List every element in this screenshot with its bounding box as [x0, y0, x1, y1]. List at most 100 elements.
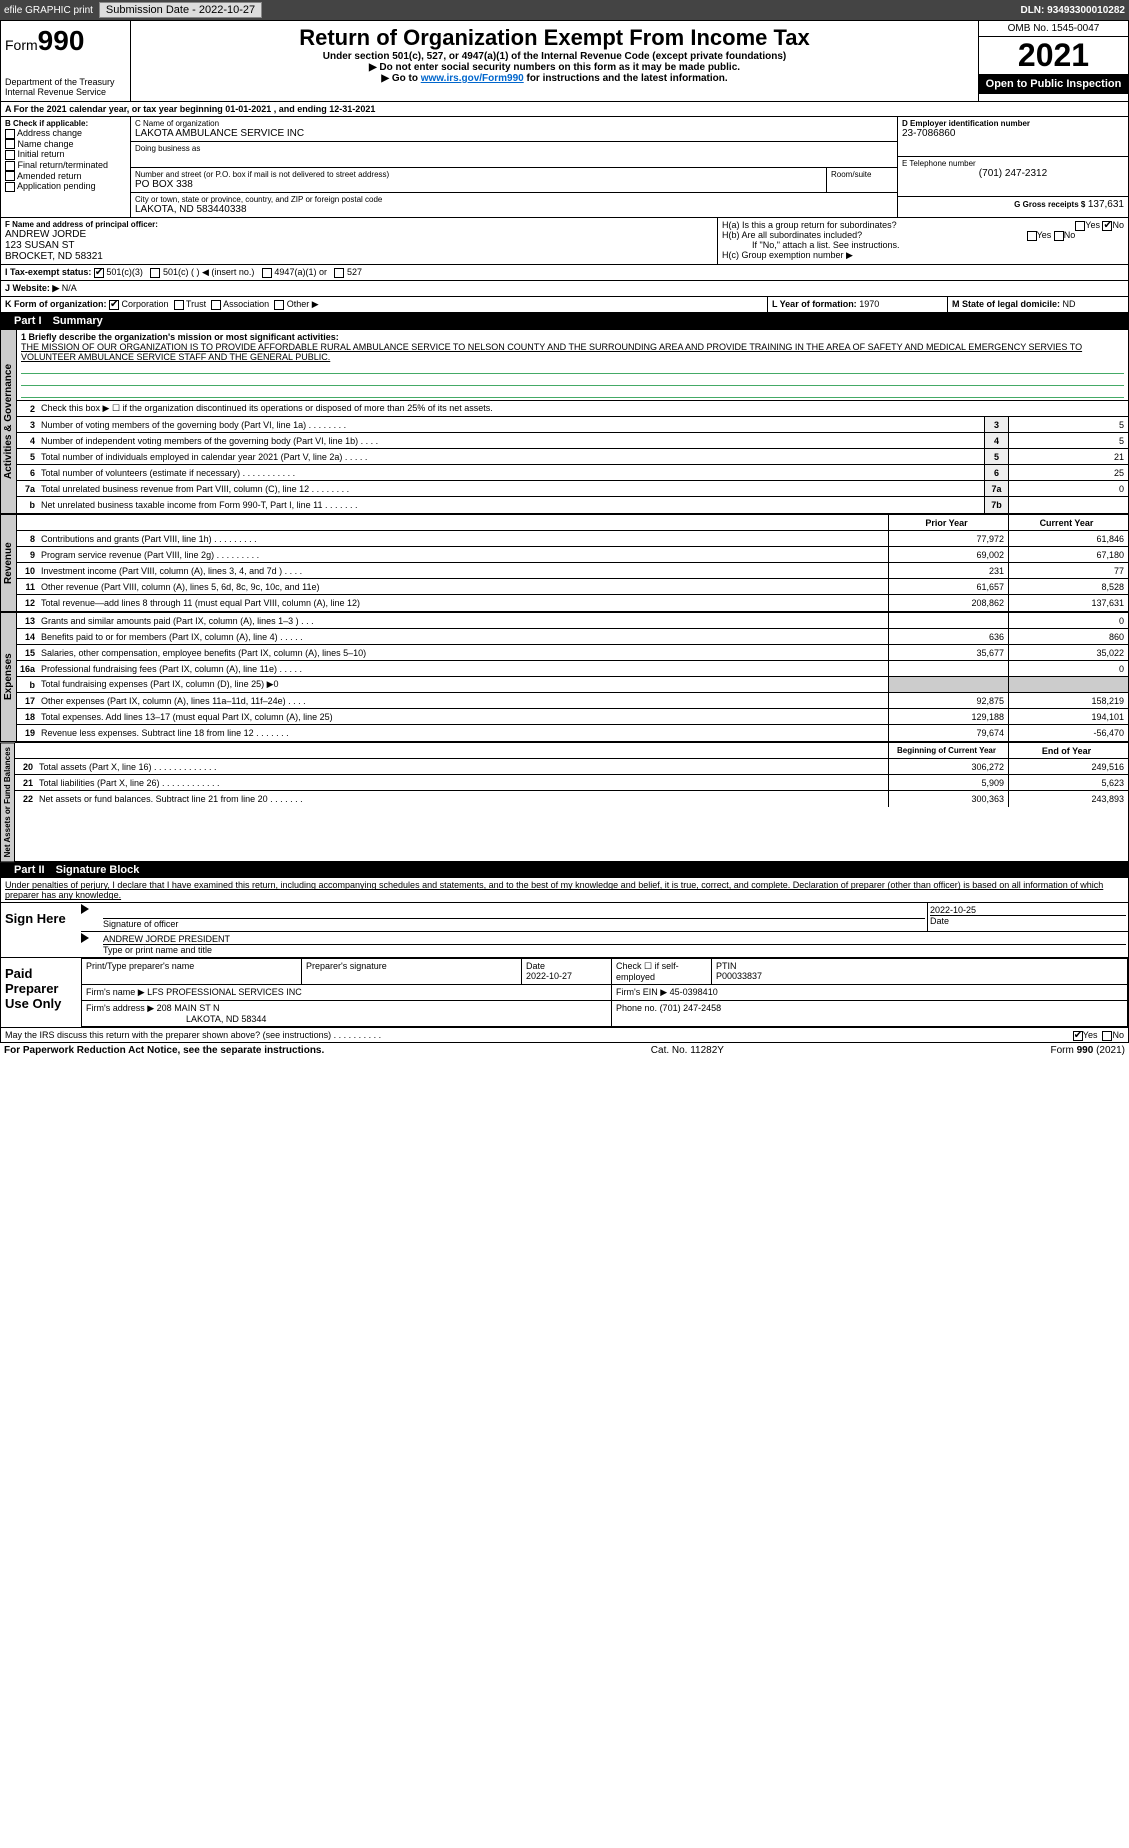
- irs-link[interactable]: www.irs.gov/Form990: [421, 73, 524, 84]
- line-2: Check this box ▶ ☐ if the organization d…: [39, 402, 1128, 415]
- vtab-expenses: Expenses: [0, 612, 17, 742]
- line-18-txt: Total expenses. Add lines 13–17 (must eq…: [39, 711, 888, 723]
- ein-value: 23-7086860: [902, 128, 1124, 139]
- begin-year-hdr: Beginning of Current Year: [888, 743, 1008, 758]
- check-name-change[interactable]: Name change: [5, 139, 126, 150]
- check-final-return[interactable]: Final return/terminated: [5, 160, 126, 171]
- discuss-no[interactable]: [1102, 1031, 1112, 1041]
- check-trust[interactable]: [174, 300, 184, 310]
- line-17-txt: Other expenses (Part IX, column (A), lin…: [39, 695, 888, 707]
- tax-year: 2021: [979, 37, 1128, 74]
- discuss-line: May the IRS discuss this return with the…: [1, 1028, 1128, 1042]
- line-7b-txt: Net unrelated business taxable income fr…: [39, 499, 984, 511]
- line-3-txt: Number of voting members of the governin…: [39, 419, 984, 431]
- part-2-header: Part II Signature Block: [0, 862, 1129, 878]
- check-association[interactable]: [211, 300, 221, 310]
- officer-city: BROCKET, ND 58321: [5, 251, 713, 262]
- line-21-curr: 5,623: [1008, 775, 1128, 790]
- check-application-pending[interactable]: Application pending: [5, 181, 126, 192]
- arrow-icon: [81, 904, 89, 914]
- officer-name: ANDREW JORDE: [5, 229, 713, 240]
- website-value: N/A: [62, 283, 77, 293]
- self-employed-check[interactable]: Check ☐ if self-employed: [616, 961, 707, 982]
- line-20-curr: 249,516: [1008, 759, 1128, 774]
- form-header: Form990 Department of the Treasury Inter…: [0, 20, 1129, 102]
- line-3-val: 5: [1008, 417, 1128, 432]
- cat-number: Cat. No. 11282Y: [651, 1045, 724, 1056]
- line-12-prior: 208,862: [888, 595, 1008, 611]
- form-footer: Form 990 (2021): [1051, 1045, 1126, 1056]
- firm-name: LFS PROFESSIONAL SERVICES INC: [147, 987, 302, 997]
- h-b-line: H(b) Are all subordinates included? Yes …: [722, 230, 1124, 240]
- box-b-label: B Check if applicable:: [5, 119, 126, 128]
- discuss-yes[interactable]: [1073, 1031, 1083, 1041]
- firm-ein-label: Firm's EIN ▶: [616, 987, 667, 997]
- officer-signed-name: ANDREW JORDE PRESIDENT: [103, 934, 1126, 945]
- firm-addr-label: Firm's address ▶: [86, 1003, 154, 1013]
- line-21-txt: Total liabilities (Part X, line 26) . . …: [37, 777, 888, 789]
- dln-label: DLN: 93493300010282: [1020, 5, 1125, 16]
- phone-value: (701) 247-2312: [902, 168, 1124, 179]
- line-22-curr: 243,893: [1008, 791, 1128, 807]
- city-value: LAKOTA, ND 583440338: [135, 204, 893, 215]
- line-7a-txt: Total unrelated business revenue from Pa…: [39, 483, 984, 495]
- check-4947[interactable]: [262, 268, 272, 278]
- line-16a-txt: Professional fundraising fees (Part IX, …: [39, 663, 888, 675]
- end-year-hdr: End of Year: [1008, 743, 1128, 758]
- firm-phone: (701) 247-2458: [660, 1003, 722, 1013]
- street-value: PO BOX 338: [135, 179, 822, 190]
- line-22-txt: Net assets or fund balances. Subtract li…: [37, 793, 888, 805]
- line-6-txt: Total number of volunteers (estimate if …: [39, 467, 984, 479]
- line-11-prior: 61,657: [888, 579, 1008, 594]
- year-formation-value: 1970: [859, 299, 879, 309]
- line-4-txt: Number of independent voting members of …: [39, 435, 984, 447]
- line-20-prior: 306,272: [888, 759, 1008, 774]
- check-501c3[interactable]: [94, 268, 104, 278]
- line-19-prior: 79,674: [888, 725, 1008, 741]
- line-5-txt: Total number of individuals employed in …: [39, 451, 984, 463]
- h-a-line: H(a) Is this a group return for subordin…: [722, 220, 1124, 230]
- line-10-txt: Investment income (Part VIII, column (A)…: [39, 565, 888, 577]
- check-amended[interactable]: Amended return: [5, 171, 126, 182]
- line-11-txt: Other revenue (Part VIII, column (A), li…: [39, 581, 888, 593]
- check-527[interactable]: [334, 268, 344, 278]
- firm-ein: 45-0398410: [670, 987, 718, 997]
- check-address-change[interactable]: Address change: [5, 128, 126, 139]
- ptin-value: P00033837: [716, 971, 1123, 981]
- ein-label: D Employer identification number: [902, 119, 1124, 128]
- part-1-header: Part I Summary: [0, 313, 1129, 329]
- vtab-revenue: Revenue: [0, 514, 17, 612]
- line-14-txt: Benefits paid to or for members (Part IX…: [39, 631, 888, 643]
- line-21-prior: 5,909: [888, 775, 1008, 790]
- current-year-hdr: Current Year: [1008, 515, 1128, 530]
- line-17-prior: 92,875: [888, 693, 1008, 708]
- line-12-curr: 137,631: [1008, 595, 1128, 611]
- line-13-prior: [888, 613, 1008, 628]
- efile-label: efile GRAPHIC print: [4, 5, 93, 16]
- line-9-curr: 67,180: [1008, 547, 1128, 562]
- submission-date-button[interactable]: Submission Date - 2022-10-27: [99, 2, 262, 18]
- line-13-txt: Grants and similar amounts paid (Part IX…: [39, 615, 888, 627]
- mission-text: THE MISSION OF OUR ORGANIZATION IS TO PR…: [21, 342, 1124, 362]
- line-5-val: 21: [1008, 449, 1128, 464]
- preparer-date-label: Date: [526, 961, 607, 971]
- ptin-label: PTIN: [716, 961, 1123, 971]
- sign-date: 2022-10-25: [930, 905, 1126, 916]
- officer-label: F Name and address of principal officer:: [5, 220, 713, 229]
- line-16b-txt: Total fundraising expenses (Part IX, col…: [39, 678, 888, 691]
- sign-here-label: Sign Here: [1, 903, 81, 957]
- line-18-curr: 194,101: [1008, 709, 1128, 724]
- state-domicile-value: ND: [1063, 299, 1076, 309]
- line-14-curr: 860: [1008, 629, 1128, 644]
- check-corporation[interactable]: [109, 300, 119, 310]
- vtab-governance: Activities & Governance: [0, 329, 17, 514]
- line-6-val: 25: [1008, 465, 1128, 480]
- check-501c[interactable]: [150, 268, 160, 278]
- line-16a-curr: 0: [1008, 661, 1128, 676]
- gross-receipts-label: G Gross receipts $: [1014, 200, 1085, 209]
- vtab-net-assets: Net Assets or Fund Balances: [0, 742, 15, 862]
- form-subtitle: Under section 501(c), 527, or 4947(a)(1)…: [135, 51, 974, 62]
- check-other[interactable]: [274, 300, 284, 310]
- line-19-curr: -56,470: [1008, 725, 1128, 741]
- check-initial-return[interactable]: Initial return: [5, 149, 126, 160]
